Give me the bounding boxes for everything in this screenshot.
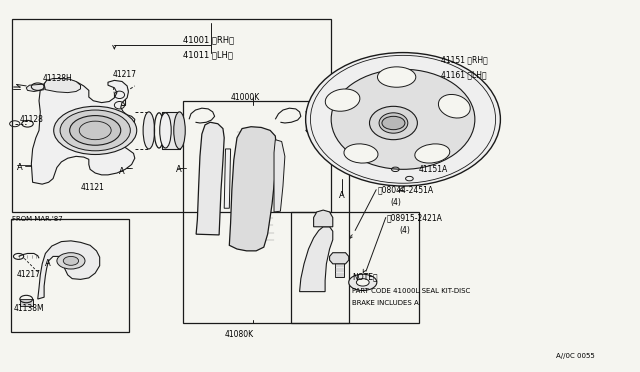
Text: A//0C 0055: A//0C 0055 (556, 353, 595, 359)
Bar (182, 101, 349, 323)
Ellipse shape (378, 67, 416, 87)
Text: 41161 〈LH〉: 41161 〈LH〉 (442, 70, 487, 79)
Text: A: A (17, 163, 22, 172)
Ellipse shape (415, 144, 450, 163)
Text: Ⓦ08915-2421A: Ⓦ08915-2421A (387, 213, 443, 222)
Text: 41121: 41121 (81, 183, 104, 192)
Text: PART CODE 41000L SEAL KIT-DISC: PART CODE 41000L SEAL KIT-DISC (352, 288, 470, 294)
Text: A: A (45, 259, 51, 268)
Ellipse shape (369, 106, 417, 140)
Ellipse shape (379, 113, 408, 133)
Polygon shape (229, 127, 276, 251)
Polygon shape (314, 210, 333, 227)
Polygon shape (274, 140, 285, 212)
Text: 41011 〈LH〉: 41011 〈LH〉 (182, 50, 232, 59)
Circle shape (356, 279, 369, 286)
Text: 41151 〈RH〉: 41151 〈RH〉 (442, 55, 488, 64)
Bar (115, 95, 125, 105)
Circle shape (63, 256, 79, 265)
Polygon shape (31, 78, 135, 184)
Polygon shape (44, 78, 81, 93)
Polygon shape (38, 241, 100, 299)
Text: 41138H: 41138H (42, 74, 72, 83)
Text: 41151A: 41151A (419, 165, 448, 174)
Circle shape (349, 274, 377, 291)
Bar (20, 299, 33, 307)
Ellipse shape (143, 112, 155, 149)
Bar (291, 212, 419, 323)
Text: 41217: 41217 (113, 70, 136, 79)
Polygon shape (330, 253, 349, 264)
Text: A: A (176, 165, 182, 174)
Text: 41001 〈RH〉: 41001 〈RH〉 (182, 35, 234, 44)
Bar (12, 19, 332, 212)
Bar (335, 263, 344, 277)
Ellipse shape (173, 112, 185, 149)
Polygon shape (26, 84, 44, 92)
Text: 41000K: 41000K (230, 93, 260, 102)
Text: 41080K: 41080K (224, 330, 253, 339)
Circle shape (54, 106, 137, 154)
Text: (4): (4) (390, 198, 401, 207)
Ellipse shape (325, 89, 360, 111)
Polygon shape (196, 122, 224, 235)
Bar (11, 219, 129, 333)
Ellipse shape (344, 144, 378, 163)
Text: 41128: 41128 (20, 115, 44, 124)
Ellipse shape (331, 69, 475, 169)
Circle shape (382, 116, 405, 130)
Polygon shape (224, 149, 230, 208)
Text: A: A (119, 167, 125, 176)
Text: (4): (4) (400, 226, 411, 235)
Text: 41217: 41217 (17, 270, 41, 279)
Text: A: A (339, 191, 345, 200)
Ellipse shape (438, 94, 470, 118)
Ellipse shape (306, 52, 500, 186)
Bar (162, 112, 179, 149)
Text: 41138M: 41138M (13, 304, 44, 313)
Circle shape (70, 116, 121, 145)
Text: NOTE）: NOTE） (352, 272, 378, 281)
Polygon shape (300, 227, 333, 292)
Circle shape (60, 110, 131, 151)
Ellipse shape (160, 113, 172, 148)
Circle shape (57, 253, 85, 269)
Text: Ⓑ08044-2451A: Ⓑ08044-2451A (378, 185, 434, 194)
Text: FROM MAR.'87: FROM MAR.'87 (12, 217, 63, 222)
Text: BRAKE INCLUDES A: BRAKE INCLUDES A (352, 300, 419, 306)
